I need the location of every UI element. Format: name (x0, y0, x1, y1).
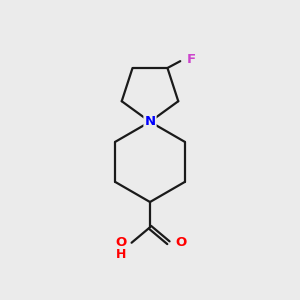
Text: O: O (175, 236, 186, 249)
Text: N: N (144, 115, 156, 128)
Text: O: O (115, 236, 126, 249)
Text: H: H (116, 248, 126, 260)
Text: F: F (187, 53, 196, 66)
